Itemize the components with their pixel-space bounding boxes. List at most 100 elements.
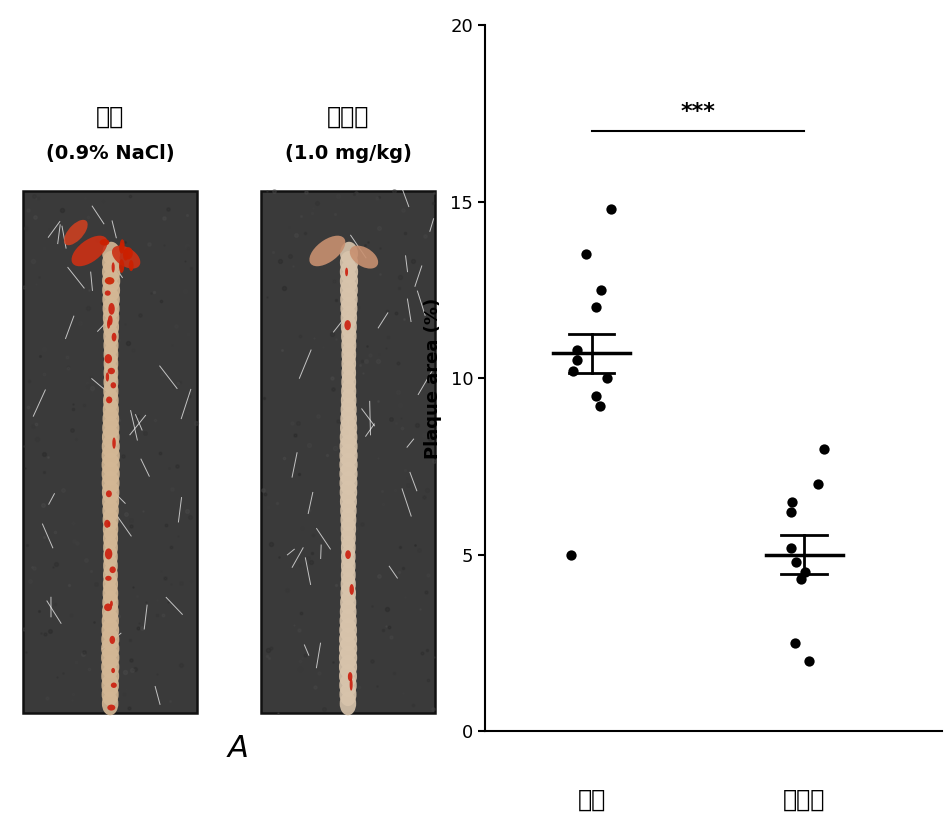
Point — [798, 566, 813, 579]
Ellipse shape — [340, 435, 358, 458]
Ellipse shape — [103, 545, 118, 568]
Ellipse shape — [111, 263, 115, 273]
Ellipse shape — [341, 333, 356, 357]
Ellipse shape — [109, 303, 115, 315]
Ellipse shape — [111, 668, 115, 673]
Ellipse shape — [103, 536, 118, 559]
Ellipse shape — [104, 343, 118, 366]
Ellipse shape — [341, 554, 356, 578]
Point — [600, 371, 615, 385]
Ellipse shape — [103, 518, 118, 541]
Point — [569, 343, 585, 356]
Ellipse shape — [104, 333, 119, 357]
Ellipse shape — [104, 380, 118, 403]
Ellipse shape — [104, 352, 118, 376]
Ellipse shape — [64, 220, 88, 245]
Ellipse shape — [105, 354, 112, 363]
Ellipse shape — [340, 269, 358, 293]
Ellipse shape — [341, 509, 356, 532]
Ellipse shape — [340, 425, 357, 449]
Ellipse shape — [100, 239, 109, 245]
Point — [784, 495, 800, 509]
Ellipse shape — [340, 251, 358, 274]
Ellipse shape — [103, 509, 119, 532]
Text: 对照: 对照 — [577, 788, 605, 812]
Ellipse shape — [106, 396, 112, 403]
Ellipse shape — [341, 545, 356, 568]
Ellipse shape — [103, 499, 119, 523]
Ellipse shape — [340, 600, 357, 623]
Ellipse shape — [341, 306, 357, 329]
Ellipse shape — [103, 407, 119, 430]
Ellipse shape — [309, 236, 346, 266]
Ellipse shape — [103, 554, 118, 578]
Ellipse shape — [342, 352, 356, 376]
Ellipse shape — [340, 480, 357, 504]
Ellipse shape — [341, 315, 357, 338]
Ellipse shape — [129, 260, 133, 271]
Ellipse shape — [71, 236, 108, 266]
Ellipse shape — [101, 646, 119, 669]
Ellipse shape — [104, 519, 110, 528]
Point — [788, 555, 803, 568]
Ellipse shape — [101, 627, 119, 651]
Ellipse shape — [111, 332, 116, 342]
Ellipse shape — [108, 368, 115, 374]
Ellipse shape — [101, 665, 119, 688]
Ellipse shape — [102, 618, 119, 642]
Ellipse shape — [341, 297, 357, 320]
Ellipse shape — [123, 249, 129, 261]
Ellipse shape — [102, 674, 119, 697]
Ellipse shape — [119, 243, 125, 253]
Ellipse shape — [104, 361, 118, 385]
Text: 蟾毒灵: 蟾毒灵 — [327, 105, 369, 129]
Ellipse shape — [340, 499, 357, 523]
Ellipse shape — [340, 407, 357, 430]
Ellipse shape — [102, 435, 120, 458]
Ellipse shape — [102, 288, 120, 311]
Ellipse shape — [102, 462, 120, 485]
Ellipse shape — [341, 398, 357, 421]
Text: (1.0 mg/kg): (1.0 mg/kg) — [285, 145, 411, 164]
Point — [565, 364, 581, 377]
Ellipse shape — [341, 324, 357, 348]
Ellipse shape — [106, 576, 111, 581]
Text: ***: *** — [681, 102, 715, 122]
Ellipse shape — [349, 678, 352, 691]
Ellipse shape — [339, 453, 358, 476]
Ellipse shape — [103, 297, 120, 320]
Ellipse shape — [339, 665, 357, 688]
Ellipse shape — [342, 361, 356, 385]
Ellipse shape — [340, 591, 356, 614]
Ellipse shape — [103, 315, 119, 338]
Ellipse shape — [108, 315, 112, 326]
Point — [811, 477, 826, 490]
Ellipse shape — [112, 246, 140, 268]
Point — [603, 202, 618, 215]
Ellipse shape — [101, 655, 119, 679]
Text: (0.9% NaCl): (0.9% NaCl) — [46, 145, 174, 164]
Ellipse shape — [340, 471, 357, 494]
Ellipse shape — [339, 627, 357, 651]
Ellipse shape — [103, 389, 119, 412]
Text: 蟾毒灵: 蟾毒灵 — [783, 788, 825, 812]
Ellipse shape — [109, 636, 115, 644]
Ellipse shape — [340, 278, 358, 302]
Ellipse shape — [110, 382, 116, 388]
Ellipse shape — [107, 319, 110, 329]
Ellipse shape — [109, 567, 116, 573]
Ellipse shape — [119, 259, 124, 273]
Ellipse shape — [108, 705, 115, 711]
Ellipse shape — [340, 242, 358, 265]
Ellipse shape — [341, 380, 356, 403]
Ellipse shape — [120, 239, 125, 251]
Text: A: A — [228, 735, 248, 764]
Ellipse shape — [346, 550, 351, 559]
Point — [783, 541, 799, 554]
Point — [787, 637, 803, 650]
Ellipse shape — [339, 655, 357, 679]
Ellipse shape — [124, 247, 132, 259]
Ellipse shape — [105, 291, 110, 296]
Ellipse shape — [108, 521, 110, 527]
Ellipse shape — [102, 425, 120, 449]
